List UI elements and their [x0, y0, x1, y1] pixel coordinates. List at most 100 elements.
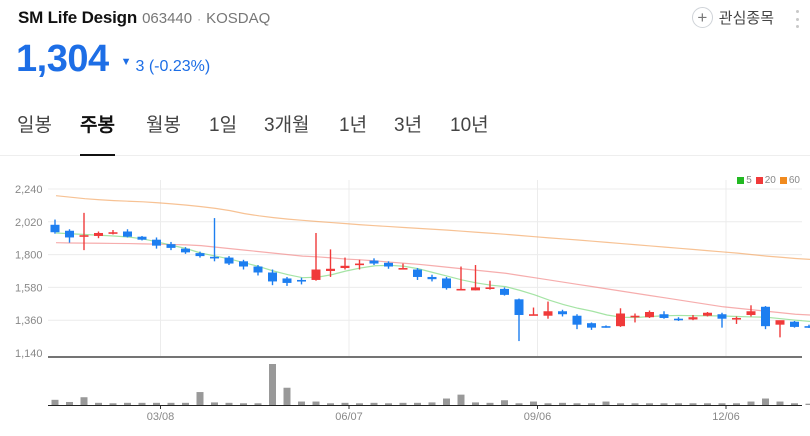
candle	[645, 310, 654, 318]
candle	[79, 212, 89, 251]
volume-bar	[472, 402, 479, 405]
candle	[166, 241, 176, 251]
y-tick-label: 1,800	[15, 250, 43, 262]
candle	[674, 317, 683, 321]
volume-bar	[167, 402, 175, 405]
candle	[369, 258, 379, 266]
candle	[471, 265, 480, 291]
candle	[717, 312, 727, 328]
volume-bar	[602, 401, 610, 405]
y-tick-label: 2,240	[15, 184, 43, 196]
candle	[195, 251, 205, 258]
volume-bar	[312, 401, 320, 405]
candle	[239, 259, 248, 270]
candle	[427, 274, 437, 282]
down-arrow-icon: ▼	[120, 56, 132, 68]
volume-bar	[617, 403, 624, 405]
y-tick-label: 2,020	[15, 217, 43, 229]
candle	[703, 312, 712, 317]
candle	[355, 259, 364, 270]
candle	[572, 314, 582, 330]
tab-10years[interactable]: 10년	[450, 115, 489, 136]
candle	[587, 322, 596, 330]
stock-name: SM Life Design	[18, 8, 138, 27]
candle	[268, 269, 277, 286]
candle	[398, 263, 408, 270]
candle	[94, 231, 103, 239]
add-watchlist-button[interactable]: + 관심종목	[691, 7, 774, 28]
volume-bar	[414, 402, 421, 405]
period-tabs: 일봉 주봉 월봉 1일 3개월 1년 3년 10년	[0, 106, 810, 156]
legend-swatch-ma20	[755, 177, 763, 184]
candle	[340, 257, 350, 270]
candle	[659, 311, 669, 319]
volume-bar	[530, 401, 537, 405]
candle	[50, 219, 60, 234]
candle	[253, 265, 263, 276]
candle	[384, 261, 393, 269]
volume-bar	[225, 402, 233, 405]
ma-legend: 5 20 60	[733, 175, 800, 186]
volume-bar	[791, 403, 798, 405]
volume-bar	[747, 401, 755, 405]
volume-bar	[283, 387, 291, 405]
candle	[456, 266, 466, 291]
volume-bar	[138, 402, 146, 405]
candle	[688, 314, 698, 321]
volume-bar	[718, 403, 726, 405]
candle	[210, 218, 219, 262]
legend-ma5: 5	[746, 175, 752, 186]
more-options-icon[interactable]	[794, 10, 800, 28]
volume-bar	[182, 402, 189, 405]
tab-weekly[interactable]: 주봉	[80, 110, 115, 156]
candle	[282, 276, 292, 286]
tab-daily[interactable]: 일봉	[17, 115, 52, 136]
volume-bar	[327, 403, 334, 405]
candle	[746, 305, 756, 317]
volume-bar	[588, 403, 595, 405]
y-tick-label: 1,140	[15, 348, 43, 360]
candle	[514, 298, 524, 342]
volume-bar	[240, 403, 247, 405]
volume-bar	[211, 402, 218, 405]
candle	[732, 316, 741, 324]
volume-bar	[196, 392, 204, 405]
legend-swatch-ma60	[779, 177, 787, 184]
candle	[485, 280, 495, 290]
tab-1year[interactable]: 1년	[339, 115, 368, 136]
volume-bar	[501, 400, 508, 405]
x-tick-label: 03/08	[147, 411, 175, 423]
legend-ma60: 60	[788, 175, 800, 186]
candle	[181, 247, 190, 254]
volume-bar	[675, 403, 682, 405]
volume-bar	[704, 403, 711, 405]
candle	[152, 237, 161, 249]
volume-bar	[762, 398, 769, 405]
candle	[311, 232, 321, 281]
candle	[601, 325, 611, 328]
current-price: 1,304	[16, 38, 109, 80]
volume-bar	[95, 402, 102, 405]
candle	[775, 320, 785, 338]
volume-bar	[631, 403, 639, 405]
x-tick-label: 06/07	[335, 411, 363, 423]
tab-monthly[interactable]: 월봉	[146, 115, 181, 136]
tab-3years[interactable]: 3년	[394, 115, 423, 136]
candle	[529, 307, 538, 316]
tab-1day[interactable]: 1일	[209, 115, 238, 136]
tab-3months[interactable]: 3개월	[264, 115, 310, 136]
volume-bar	[544, 403, 552, 405]
candle	[616, 308, 625, 327]
volume-bar	[356, 403, 363, 405]
price-change: 3 (-0.23%)	[135, 58, 211, 75]
volume-bar	[559, 402, 566, 405]
legend-swatch-ma5	[737, 177, 745, 184]
candle	[224, 256, 234, 266]
volume-bar	[109, 403, 117, 405]
volume-bar	[269, 364, 276, 405]
volume-bar	[689, 403, 697, 405]
legend-ma20: 20	[764, 175, 776, 186]
candle	[630, 313, 640, 323]
x-tick-label: 09/06	[524, 411, 552, 423]
